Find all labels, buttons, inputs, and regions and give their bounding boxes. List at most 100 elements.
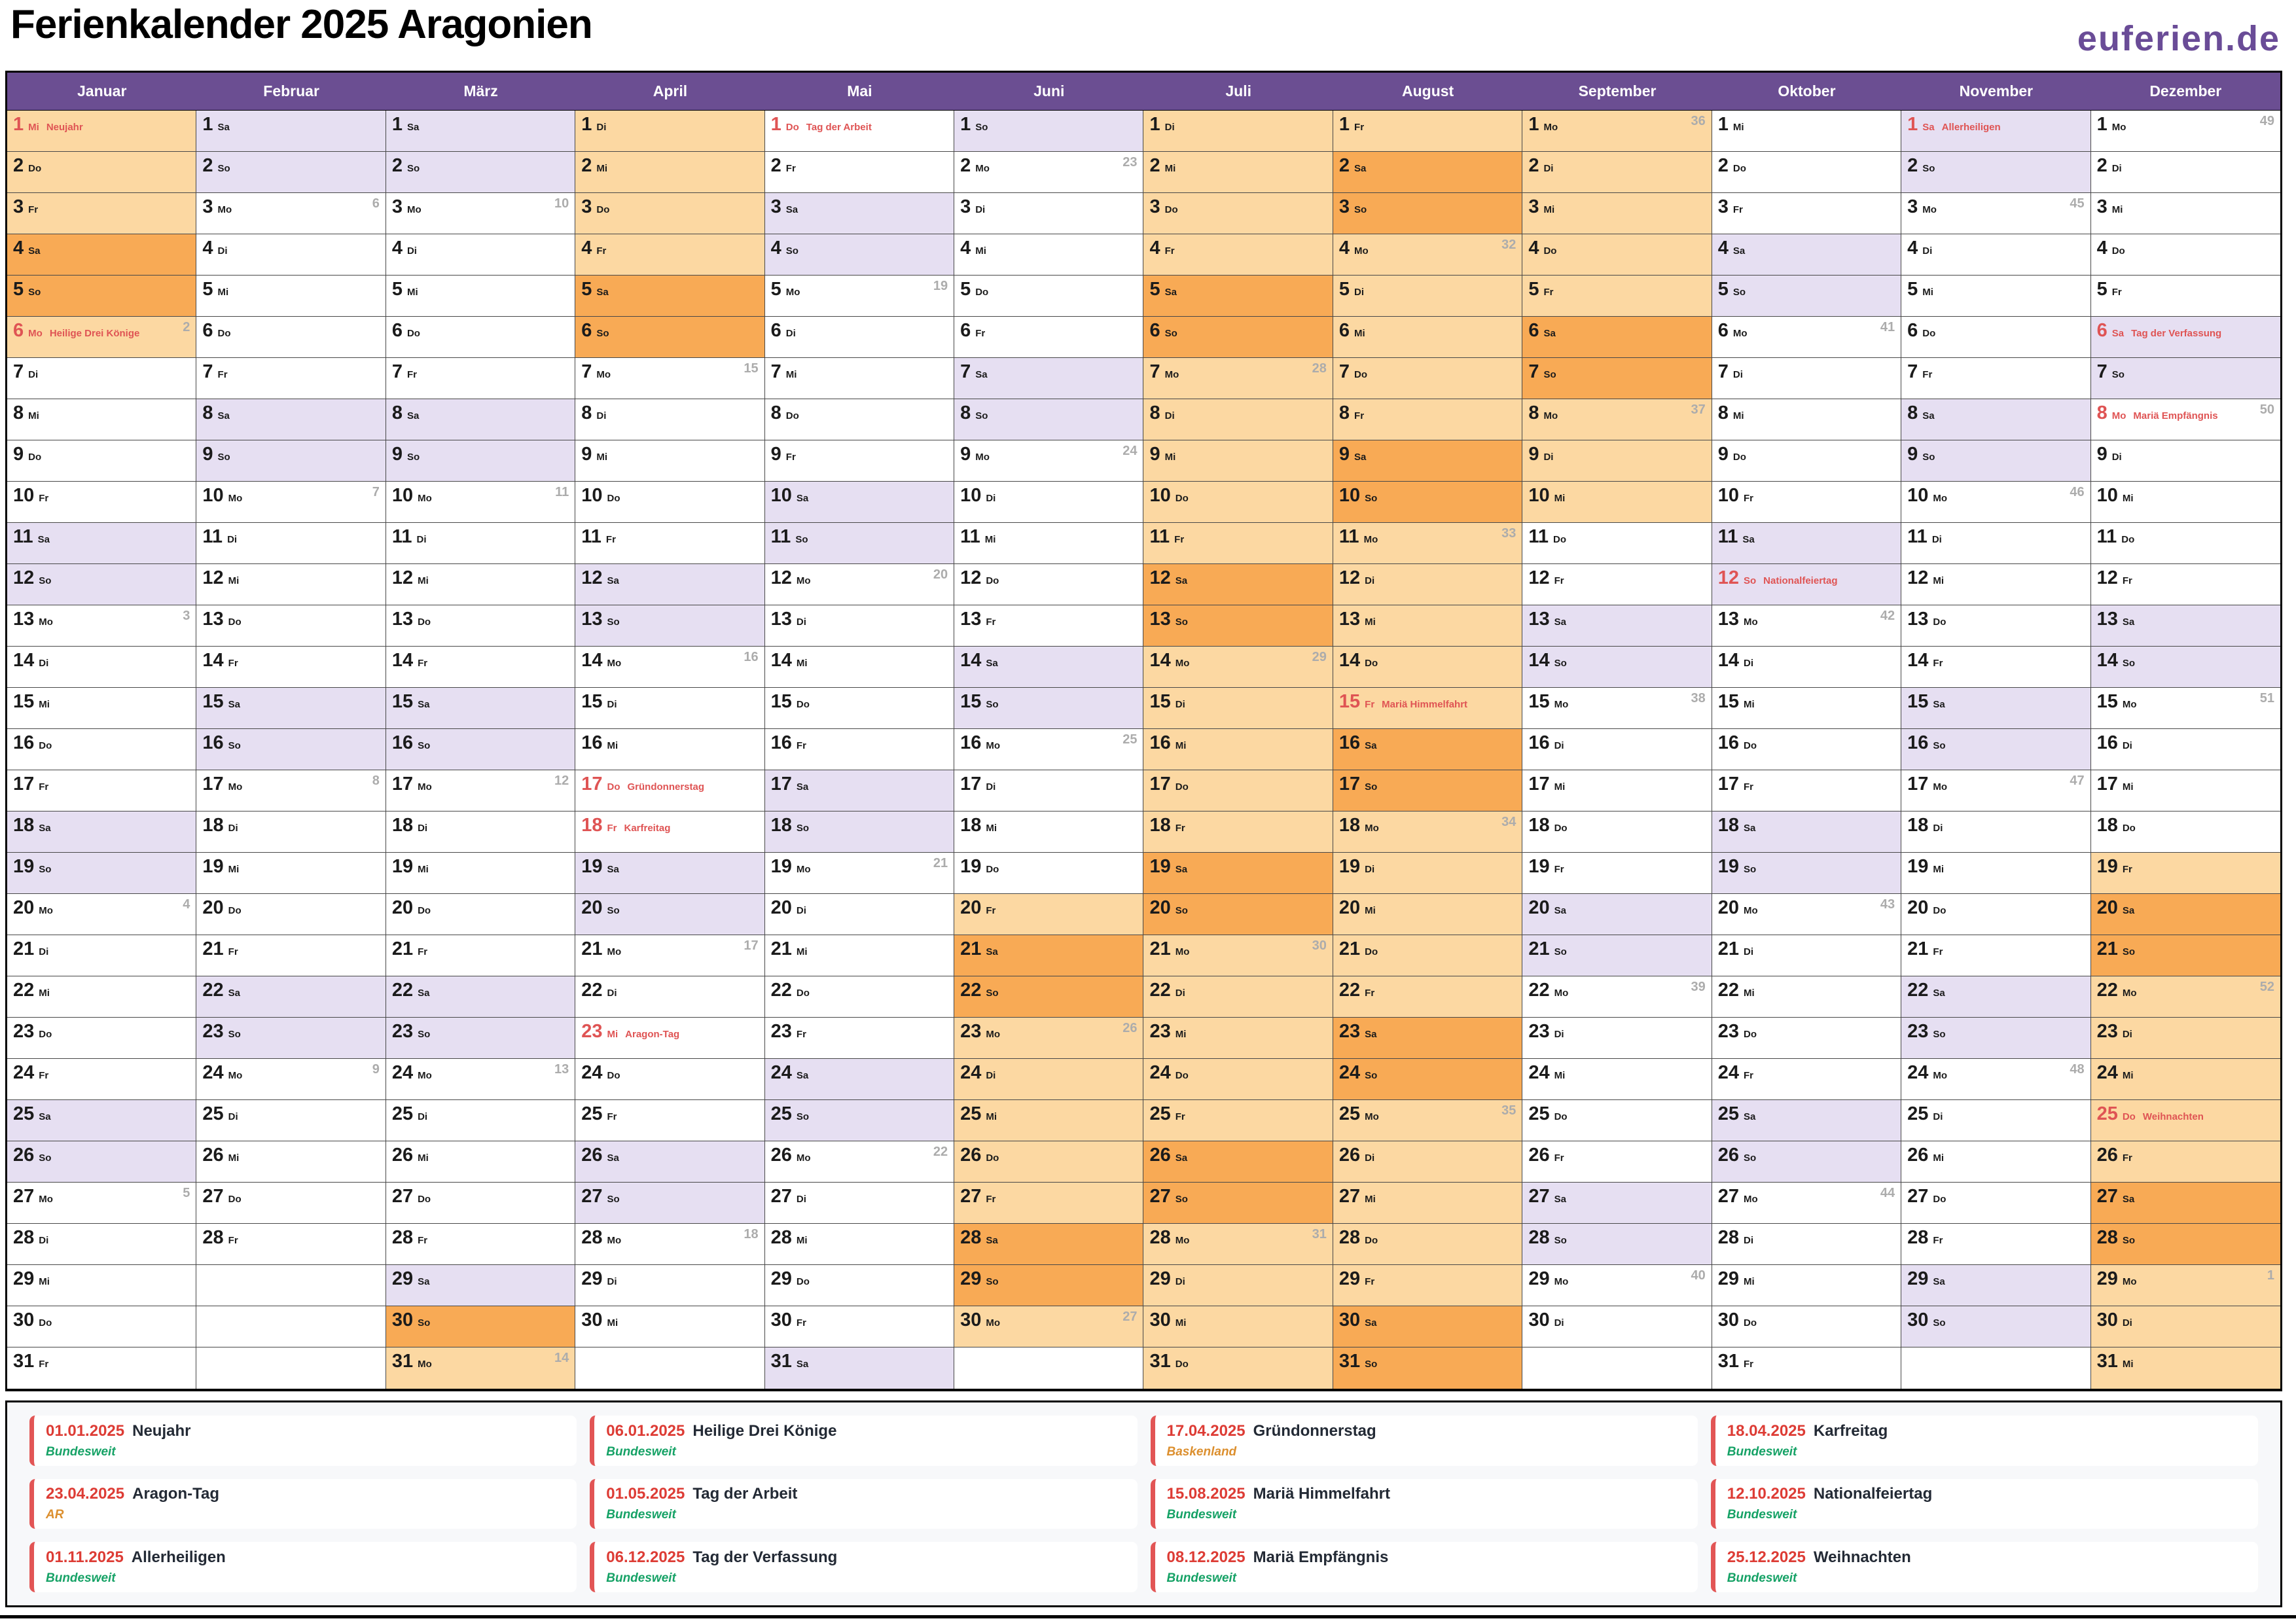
day-cell: 1 Sa <box>196 111 386 152</box>
day-weekday: Sa <box>785 204 798 215</box>
day-weekday: Fr <box>39 493 49 504</box>
day-number: 31 <box>1149 1351 1171 1372</box>
day-number: 19 <box>1338 856 1361 877</box>
day-weekday: Di <box>39 1235 49 1246</box>
day-weekday: Fr <box>607 823 617 834</box>
day-cell: 15 Sa <box>1901 688 2090 729</box>
week-number: 38 <box>1691 691 1706 705</box>
day-cell: 24 Mi <box>1522 1059 1712 1100</box>
day-cell: 20 Do <box>196 894 386 935</box>
legend-entry-date: 08.12.2025 <box>1166 1548 1246 1567</box>
day-number: 23 <box>391 1021 414 1042</box>
day-weekday: Mo <box>1354 245 1369 257</box>
day-weekday: Mo <box>607 658 622 669</box>
day-cell: 29 Di <box>575 1265 764 1306</box>
day-number: 12 <box>202 567 224 588</box>
day-number: 22 <box>1907 980 1929 1001</box>
day-cell: 23 Di <box>1522 1018 1712 1059</box>
day-weekday: Di <box>1554 1029 1564 1040</box>
day-number: 17 <box>1907 774 1929 794</box>
month-column-november: 1 Sa Allerheiligen 2 So 3 Mo 45 4 Di 5 Mi 6 Do 7 Fr 8 Sa 9… <box>1901 111 2091 1389</box>
day-weekday: Do <box>596 204 610 215</box>
day-weekday: Do <box>1744 1029 1757 1040</box>
day-cell: 3 Mo 6 <box>196 193 386 234</box>
day-cell: 11 Do <box>1522 523 1712 564</box>
day-cell: 31 Do <box>1143 1347 1333 1389</box>
day-weekday: Mo <box>39 905 53 916</box>
day-cell: 5 Do <box>954 276 1143 317</box>
day-number: 28 <box>202 1227 224 1248</box>
day-cell: 31 Fr <box>1712 1347 1901 1389</box>
day-number: 25 <box>1338 1103 1361 1124</box>
week-number: 51 <box>2259 691 2274 705</box>
day-weekday: Di <box>1365 1152 1375 1164</box>
holiday-label: Gründonnerstag <box>627 781 705 793</box>
day-cell: 27 Sa <box>2090 1183 2280 1224</box>
day-number: 7 <box>1149 361 1160 382</box>
day-cell: 18 Fr Karfreitag <box>575 812 764 853</box>
week-number: 27 <box>1122 1310 1138 1324</box>
week-number: 48 <box>2070 1062 2085 1077</box>
legend-entry-date: 01.05.2025 <box>606 1485 685 1503</box>
day-cell: 10 Mo 11 <box>386 482 575 523</box>
day-weekday: So <box>217 452 230 463</box>
day-cell: 12 So Nationalfeiertag <box>1712 564 1901 605</box>
day-weekday: Mo <box>796 1152 811 1164</box>
day-number: 26 <box>1907 1145 1929 1166</box>
day-cell: 23 Do <box>1712 1018 1901 1059</box>
day-number: 18 <box>391 815 414 836</box>
day-number: 6 <box>1149 320 1160 341</box>
legend-entry-scope: Bundesweit <box>606 1508 676 1522</box>
day-weekday: Do <box>1175 1359 1189 1370</box>
day-cell: 22 Mi <box>7 976 196 1018</box>
day-number: 15 <box>2096 691 2118 712</box>
legend-entry: 17.04.2025 Gründonnerstag Baskenland <box>1150 1416 1698 1466</box>
day-number: 27 <box>1338 1186 1361 1207</box>
day-number: 20 <box>391 897 414 918</box>
day-weekday: Di <box>1543 452 1554 463</box>
day-weekday: Fr <box>785 163 796 174</box>
day-weekday: Mo <box>1744 905 1758 916</box>
day-cell: 21 Do <box>1333 935 1522 976</box>
day-number: 19 <box>1907 856 1929 877</box>
day-cell: 2 Mi <box>1143 152 1333 193</box>
day-number: 24 <box>960 1062 982 1083</box>
day-number: 5 <box>202 279 213 300</box>
day-number: 8 <box>581 402 592 423</box>
day-number: 11 <box>1149 526 1170 547</box>
legend-entry-name: Mariä Empfängnis <box>1253 1548 1389 1567</box>
day-cell: 24 Fr <box>7 1059 196 1100</box>
day-number: 1 <box>13 114 24 135</box>
day-cell: 12 Do <box>954 564 1143 605</box>
day-weekday: Di <box>418 1111 428 1122</box>
day-weekday: Mi <box>228 575 240 586</box>
day-weekday: Sa <box>39 823 51 834</box>
day-number: 13 <box>202 609 224 630</box>
legend-entry-scope: Bundesweit <box>606 1571 676 1586</box>
day-weekday: Fr <box>1164 245 1175 257</box>
day-weekday: Di <box>227 534 238 545</box>
day-cell: 13 Mo 42 <box>1712 605 1901 647</box>
day-number: 26 <box>1717 1145 1739 1166</box>
day-number: 2 <box>1338 155 1350 176</box>
day-number: 4 <box>1528 238 1539 259</box>
day-weekday: Do <box>418 1194 431 1205</box>
day-cell: 3 Mo 45 <box>1901 193 2090 234</box>
day-cell: 9 Do <box>1712 440 1901 482</box>
day-cell: 16 So <box>386 729 575 770</box>
day-cell: 18 Do <box>2090 812 2280 853</box>
day-weekday: Do <box>39 740 52 751</box>
day-weekday: Di <box>607 1276 617 1287</box>
day-weekday: Mi <box>1732 122 1744 133</box>
day-cell: 12 Di <box>1333 564 1522 605</box>
day-weekday: Di <box>796 905 806 916</box>
day-number: 15 <box>960 691 982 712</box>
day-cell: 14 Mo 29 <box>1143 647 1333 688</box>
day-cell: 28 Mi <box>764 1224 954 1265</box>
empty-cell <box>196 1265 386 1306</box>
legend-entry: 08.12.2025 Mariä Empfängnis Bundesweit <box>1150 1542 1698 1592</box>
day-cell: 27 So <box>1143 1183 1333 1224</box>
day-cell: 31 Mo 14 <box>386 1347 575 1389</box>
day-weekday: Di <box>2122 1029 2132 1040</box>
day-weekday: Di <box>1175 988 1185 999</box>
